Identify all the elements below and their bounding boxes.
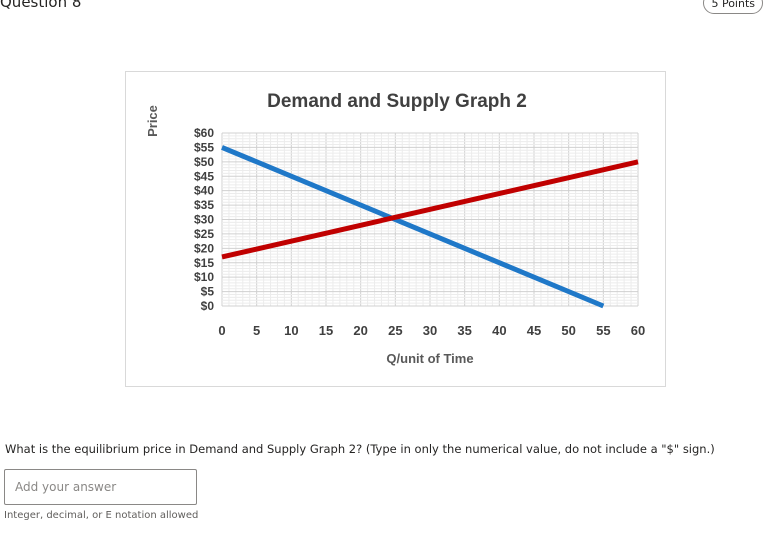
y-axis-title: Price: [145, 105, 160, 137]
x-tick-label: 20: [353, 323, 367, 338]
x-tick-label: 55: [596, 323, 610, 338]
plot-grid: [221, 132, 639, 307]
x-tick-label: 35: [457, 323, 471, 338]
y-tick-label: $10: [194, 270, 214, 284]
plot-series: [221, 145, 639, 309]
x-axis-title: Q/unit of Time: [386, 351, 473, 366]
answer-input[interactable]: [4, 469, 197, 505]
x-tick-label: 10: [284, 323, 298, 338]
y-tick-label: $50: [194, 155, 214, 169]
x-tick-label: 15: [319, 323, 333, 338]
y-tick-label: $15: [194, 256, 214, 270]
chart-image: Demand and Supply Graph 2 Price Q/unit o…: [125, 71, 666, 387]
y-tick-label: $40: [194, 184, 214, 198]
y-tick-label: $25: [194, 227, 214, 241]
points-badge: 5 Points: [703, 0, 763, 14]
y-tick-label: $20: [194, 241, 214, 255]
y-tick-label: $30: [194, 213, 214, 227]
x-tick-label: 60: [631, 323, 645, 338]
y-tick-label: $0: [201, 299, 215, 313]
axis-ticks: 0 5 10 15 20 25 30 35 40 45 50 55 60 $0$5$10$15$20$25…: [194, 126, 645, 338]
x-tick-label: 30: [423, 323, 437, 338]
question-title: Question 8: [0, 0, 82, 11]
y-tick-label: $35: [194, 198, 214, 212]
chart-title: Demand and Supply Graph 2: [267, 91, 527, 112]
x-tick-label: 50: [561, 323, 575, 338]
demand-supply-chart: Demand and Supply Graph 2 Price Q/unit o…: [145, 91, 645, 366]
question-prompt: What is the equilibrium price in Demand …: [5, 442, 715, 456]
x-tick-label: 40: [492, 323, 506, 338]
x-tick-label: 45: [527, 323, 541, 338]
x-tick-label: 0: [218, 323, 225, 338]
demand-line: [221, 145, 605, 309]
y-tick-label: $60: [194, 126, 214, 140]
supply-line: [221, 159, 639, 260]
y-tick-label: $45: [194, 169, 214, 183]
answer-hint: Integer, decimal, or E notation allowed: [4, 510, 199, 521]
y-tick-label: $55: [194, 140, 214, 154]
x-tick-label: 25: [388, 323, 402, 338]
x-tick-label: 5: [253, 323, 260, 338]
y-tick-label: $5: [201, 285, 215, 299]
